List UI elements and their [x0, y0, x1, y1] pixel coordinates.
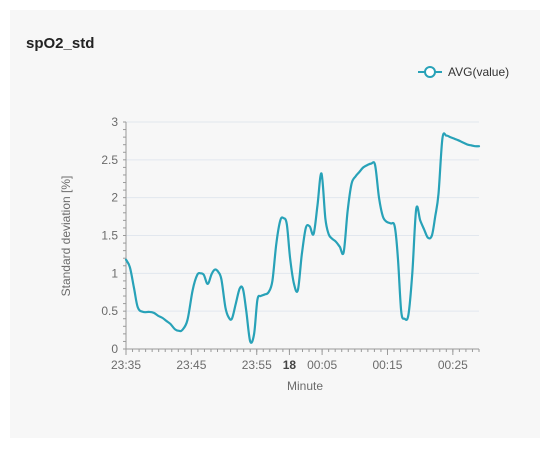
x-tick-label: 18: [283, 358, 297, 372]
y-tick-label: 1: [111, 266, 118, 280]
series-layer: [124, 132, 481, 344]
y-tick-label: 2.5: [101, 153, 118, 167]
legend[interactable]: AVG(value): [418, 65, 509, 79]
y-axis-title: Standard deviation [%]: [59, 176, 73, 297]
y-tick-label: 0.5: [101, 304, 118, 318]
x-tick-label: 00:05: [307, 358, 337, 372]
x-tick-label: 23:55: [242, 358, 272, 372]
x-tick-label: 23:35: [111, 358, 141, 372]
legend-label: AVG(value): [448, 65, 509, 79]
x-tick-label: 00:15: [372, 358, 402, 372]
legend-marker-icon: [424, 66, 436, 78]
panel-title: spO2_std: [26, 35, 95, 52]
y-tick-label: 0: [111, 342, 118, 356]
y-tick-label: 1.5: [101, 229, 118, 243]
series-line: [124, 132, 481, 344]
grid-lines: [126, 121, 479, 312]
axes: 0 0.5 1 1.5 2 2.5 3 23:35 23:45 23:55 18 00:05 00:15…: [101, 115, 480, 372]
y-tick-label: 3: [111, 115, 118, 129]
x-axis-title: Minute: [287, 379, 323, 393]
x-tick-label: 00:25: [438, 358, 468, 372]
x-tick-label: 23:45: [176, 358, 206, 372]
y-tick-label: 2: [111, 191, 118, 205]
chart-panel: [10, 10, 540, 438]
